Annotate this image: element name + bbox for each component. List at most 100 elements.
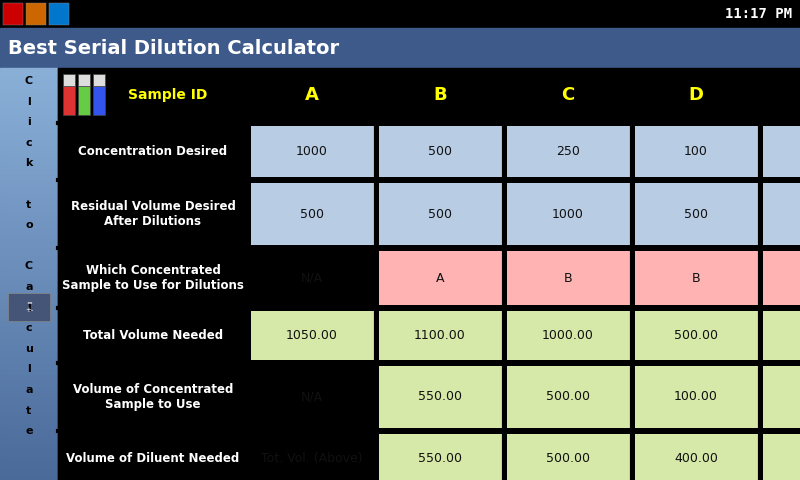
Bar [0,77,58,78]
Bar [0,124,58,125]
Bar [0,158,58,159]
Bar [0,432,58,433]
Bar [0,270,58,271]
Bar [0,254,58,255]
Bar [0,126,58,127]
Bar [0,183,58,184]
Bar [0,379,58,380]
Bar [0,190,58,191]
Bar [0,289,58,290]
Bar [0,343,58,344]
Bar [0,176,58,177]
Text: 1050.00: 1050.00 [286,329,338,342]
Bar [0,261,58,262]
Bar [0,474,58,475]
Bar [58,431,248,480]
Bar [0,120,58,121]
Bar [0,206,58,207]
Bar [0,207,58,208]
Bar [0,205,58,206]
Bar [58,123,248,180]
Bar [0,339,58,340]
Bar [0,362,58,363]
Bar [0,236,58,237]
Text: =
+-: = +- [25,300,33,313]
Text: 500: 500 [428,145,452,158]
Bar [0,352,58,353]
Bar [0,85,58,86]
Bar [0,154,58,155]
Bar [0,447,58,448]
Bar [0,102,58,103]
Bar [0,336,58,337]
Bar [0,229,58,230]
Bar [0,241,58,242]
Bar [0,450,58,451]
Bar [0,217,58,218]
Text: 100.00: 100.00 [674,391,718,404]
Bar [0,166,58,167]
Bar [0,197,58,198]
Bar [0,276,58,277]
Bar [0,234,58,235]
Bar [0,78,58,79]
Bar [763,126,800,177]
Bar [0,214,58,215]
Bar [0,284,58,285]
Bar [0,225,58,226]
Bar [0,298,58,299]
Bar [0,449,58,450]
Bar [0,309,58,310]
Bar [0,257,58,258]
Bar [0,227,58,228]
Bar [0,375,58,376]
Text: Total Volume Needed: Total Volume Needed [83,329,223,342]
Bar [0,455,58,456]
Bar [0,307,58,308]
Bar [0,341,58,342]
Bar [0,122,58,123]
Bar [0,424,58,425]
Bar [0,84,58,85]
Bar [0,266,58,267]
Bar [49,3,69,25]
Bar [0,409,58,410]
Bar [0,79,58,80]
Bar [0,194,58,195]
Bar [0,327,58,328]
Bar [0,406,58,407]
Bar [0,359,58,360]
Bar [0,69,58,70]
Bar [0,282,58,283]
Bar [0,319,58,320]
Bar [0,107,58,108]
Bar [0,345,58,346]
Bar [0,413,58,414]
Bar [0,99,58,100]
Bar [0,462,58,463]
Bar [0,170,58,171]
Text: l: l [27,302,31,312]
Bar [0,201,58,202]
Bar [0,358,58,359]
Bar [0,88,58,89]
Bar [0,385,58,386]
Bar [0,171,58,172]
Bar [0,283,58,284]
Text: 1000: 1000 [296,145,328,158]
Bar [0,468,58,469]
Bar [0,208,58,209]
Bar [0,428,58,429]
Bar [0,149,58,150]
Bar [0,351,58,352]
Bar [0,405,58,406]
Bar [0,145,58,146]
Bar [0,440,58,441]
Bar [0,346,58,347]
Bar [0,384,58,385]
Bar [0,222,58,223]
Bar [0,294,58,295]
Text: C: C [25,76,33,86]
Bar [0,211,58,212]
Bar [0,239,58,240]
